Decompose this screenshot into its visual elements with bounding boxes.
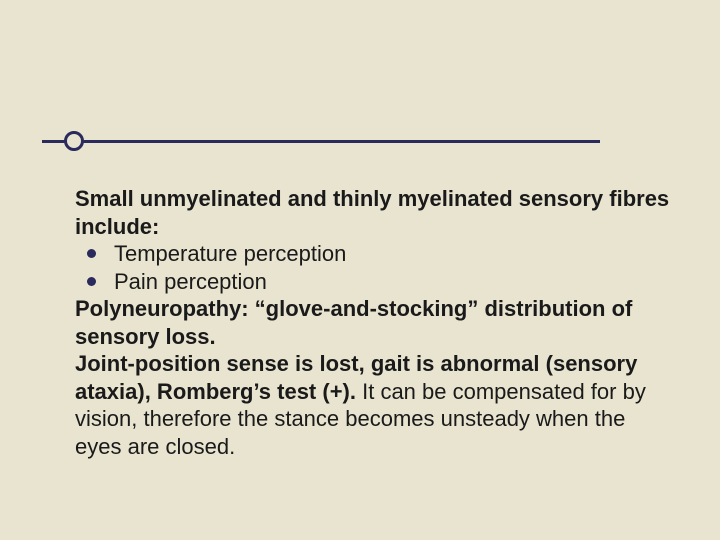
divider-bump	[64, 131, 84, 151]
bullet-item: Temperature perception	[75, 240, 670, 268]
bullet-text: Temperature perception	[114, 240, 346, 268]
bullet-icon	[87, 249, 96, 258]
bullet-item: Pain perception	[75, 268, 670, 296]
divider-line	[42, 140, 600, 143]
polyneuropathy-text: Polyneuropathy: “glove-and-stocking” dis…	[75, 296, 632, 349]
bullet-text: Pain perception	[114, 268, 267, 296]
bullet-icon	[87, 277, 96, 286]
slide-text: Small unmyelinated and thinly myelinated…	[75, 185, 670, 460]
heading-small-fibres: Small unmyelinated and thinly myelinated…	[75, 186, 669, 239]
